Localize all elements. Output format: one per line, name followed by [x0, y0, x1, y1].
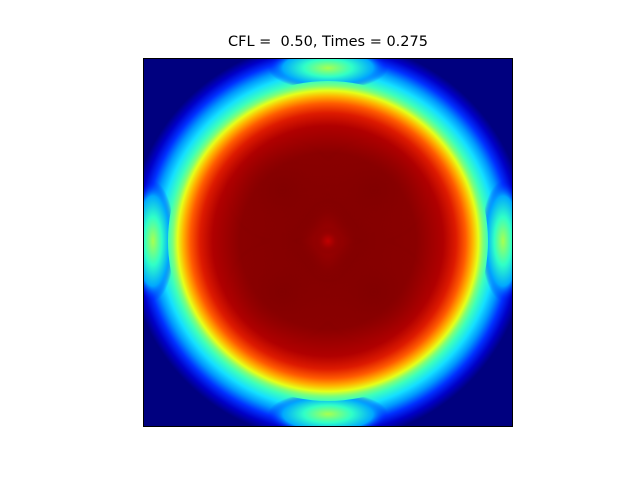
center-peak — [314, 227, 342, 255]
lobe-top-left — [234, 146, 330, 234]
field-lobes — [234, 146, 422, 336]
lobe-top-right — [326, 146, 422, 234]
axes-frame — [143, 58, 513, 427]
plot-title: CFL = 0.50, Times = 0.275 — [228, 34, 428, 50]
hotspot-right — [481, 181, 513, 301]
heatmap-field — [143, 58, 513, 427]
hotspot-bottom — [268, 392, 388, 427]
lobe-bottom-right — [326, 248, 422, 336]
hotspot-top — [268, 58, 388, 90]
lobe-bottom-left — [234, 248, 330, 336]
hotspot-left — [143, 181, 175, 301]
